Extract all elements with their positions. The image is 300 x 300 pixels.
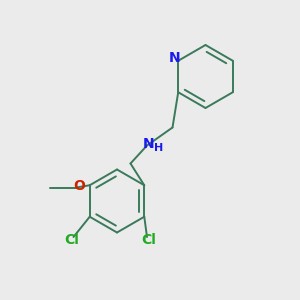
Text: H: H [154, 143, 163, 153]
Text: Cl: Cl [64, 233, 80, 247]
Text: N: N [169, 51, 180, 65]
Text: N: N [143, 137, 154, 151]
Text: Cl: Cl [141, 233, 156, 247]
Text: O: O [73, 179, 85, 193]
